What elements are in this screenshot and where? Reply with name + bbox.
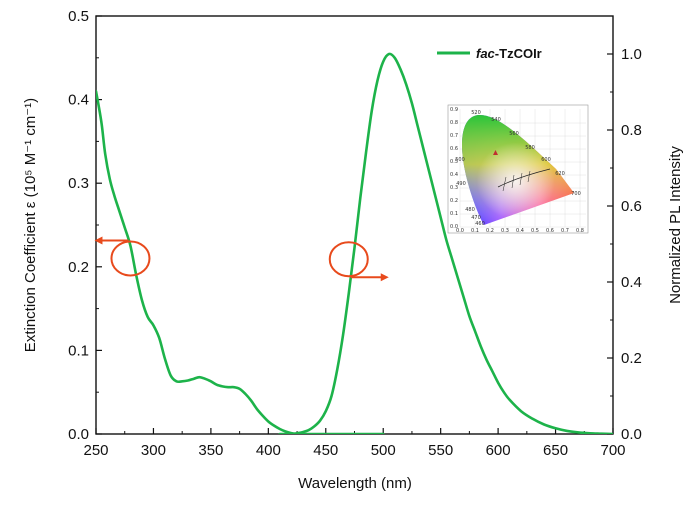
y-right-tick-label: 0.2 bbox=[621, 350, 642, 367]
y-right-tick-label: 0.4 bbox=[621, 274, 642, 291]
cie-x-tick-label: 0.1 bbox=[471, 228, 479, 234]
x-tick-label-450: 450 bbox=[313, 442, 338, 459]
cie-y-tick-label: 0.7 bbox=[450, 133, 458, 139]
cie-point-marker bbox=[493, 150, 498, 155]
annotation-arrow-head bbox=[94, 236, 103, 245]
cie-y-tick-label: 0.1 bbox=[450, 211, 458, 217]
cie-y-tick-label: 0.0 bbox=[450, 224, 458, 230]
y-right-tick-label: 0.6 bbox=[621, 198, 642, 215]
cie-wavelength-label: 540 bbox=[491, 117, 501, 123]
cie-x-tick-labels: 0.0 0.1 0.2 0.3 0.4 0.5 0.6 0.7 0.8 bbox=[456, 228, 584, 234]
cie-wavelength-label: 500 bbox=[455, 157, 465, 163]
y-left-tick-label: 0.2 bbox=[68, 259, 89, 276]
y-left-tick-label: 0.0 bbox=[68, 426, 89, 443]
y-right-tick-label: 1.0 bbox=[621, 46, 642, 63]
cie-y-tick-label: 0.8 bbox=[450, 120, 458, 126]
absorption-line bbox=[96, 89, 385, 434]
legend: fac-TzCOIr bbox=[437, 46, 542, 61]
series-group bbox=[96, 52, 613, 434]
cie-wavelength-label: 480 bbox=[465, 207, 475, 213]
y-right-tick-label: 0.8 bbox=[621, 122, 642, 139]
cie-x-tick-label: 0.5 bbox=[531, 228, 539, 234]
cie-x-tick-label: 0.3 bbox=[501, 228, 509, 234]
x-tick-label-250: 250 bbox=[83, 442, 108, 459]
cie-locus-ticks bbox=[502, 170, 531, 192]
cie-wavelength-label: 490 bbox=[456, 181, 466, 187]
y-left-tick-label: 0.5 bbox=[68, 8, 89, 25]
cie-wavelength-label: 700 bbox=[571, 191, 581, 197]
cie-wavelength-label: 470 bbox=[471, 215, 481, 221]
cie-y-tick-label: 0.3 bbox=[450, 185, 458, 191]
y-left-axis-title: Extinction Coefficient ε (10⁵ M⁻¹ cm⁻¹) bbox=[22, 98, 39, 352]
legend-label: fac-TzCOIr bbox=[476, 46, 542, 61]
pl-emission-line bbox=[278, 52, 613, 434]
y-left-axis-ticks: 0.0 0.1 0.2 0.3 0.4 0.5 bbox=[68, 8, 102, 443]
cie-inset: 0.0 0.1 0.2 0.3 0.4 0.5 0.6 0.7 0.8 0.0 0.1 0.2 0.3… bbox=[447, 104, 589, 234]
annotation-group bbox=[94, 236, 389, 282]
cie-y-tick-labels: 0.0 0.1 0.2 0.3 0.4 0.5 0.6 0.7 0.8 0.9 bbox=[450, 107, 458, 230]
cie-y-tick-label: 0.5 bbox=[450, 159, 458, 165]
cie-x-tick-label: 0.2 bbox=[486, 228, 494, 234]
legend-prefix: fac bbox=[476, 46, 496, 61]
cie-wavelength-label: 620 bbox=[555, 171, 565, 177]
y-right-tick-label: 0.0 bbox=[621, 426, 642, 443]
cie-x-tick-label: 0.8 bbox=[576, 228, 584, 234]
cie-wavelength-label: 600 bbox=[541, 157, 551, 163]
cie-y-tick-label: 0.4 bbox=[450, 172, 458, 178]
cie-y-tick-label: 0.6 bbox=[450, 146, 458, 152]
y-left-tick-label: 0.1 bbox=[68, 342, 89, 359]
y-right-axis-ticks: 0.0 0.2 0.4 0.6 0.8 1.0 bbox=[607, 46, 642, 443]
x-axis-title: Wavelength (nm) bbox=[298, 475, 412, 492]
cie-planckian-locus bbox=[497, 168, 551, 188]
x-axis-ticks: 250 300 350 400 450 500 550 600 650 700 bbox=[83, 428, 626, 459]
cie-wavelength-label: 560 bbox=[509, 131, 519, 137]
annotation-arrow-head bbox=[380, 273, 389, 282]
annotation-circle bbox=[328, 241, 369, 278]
cie-x-tick-label: 0.4 bbox=[516, 228, 524, 234]
legend-suffix: -TzCOIr bbox=[495, 46, 542, 61]
x-tick-label-600: 600 bbox=[486, 442, 511, 459]
cie-x-tick-label: 0.7 bbox=[561, 228, 569, 234]
x-tick-label-300: 300 bbox=[141, 442, 166, 459]
y-left-tick-label: 0.3 bbox=[68, 175, 89, 192]
cie-x-tick-label: 0.0 bbox=[456, 228, 464, 234]
x-tick-label-550: 550 bbox=[428, 442, 453, 459]
x-tick-label-400: 400 bbox=[256, 442, 281, 459]
cie-wavelength-label: 580 bbox=[525, 145, 535, 151]
cie-x-tick-label: 0.6 bbox=[546, 228, 554, 234]
cie-wavelength-label: 520 bbox=[471, 110, 481, 116]
cie-wavelength-label: 460 bbox=[475, 221, 485, 227]
annotation-circle bbox=[110, 240, 151, 277]
x-tick-label-650: 650 bbox=[543, 442, 568, 459]
cie-y-tick-label: 0.9 bbox=[450, 107, 458, 113]
x-tick-label-700: 700 bbox=[600, 442, 625, 459]
y-left-tick-label: 0.4 bbox=[68, 92, 89, 109]
x-tick-label-500: 500 bbox=[371, 442, 396, 459]
x-tick-label-350: 350 bbox=[198, 442, 223, 459]
y-right-axis-title: Normalized PL Intensity bbox=[667, 146, 684, 304]
cie-y-tick-label: 0.2 bbox=[450, 198, 458, 204]
